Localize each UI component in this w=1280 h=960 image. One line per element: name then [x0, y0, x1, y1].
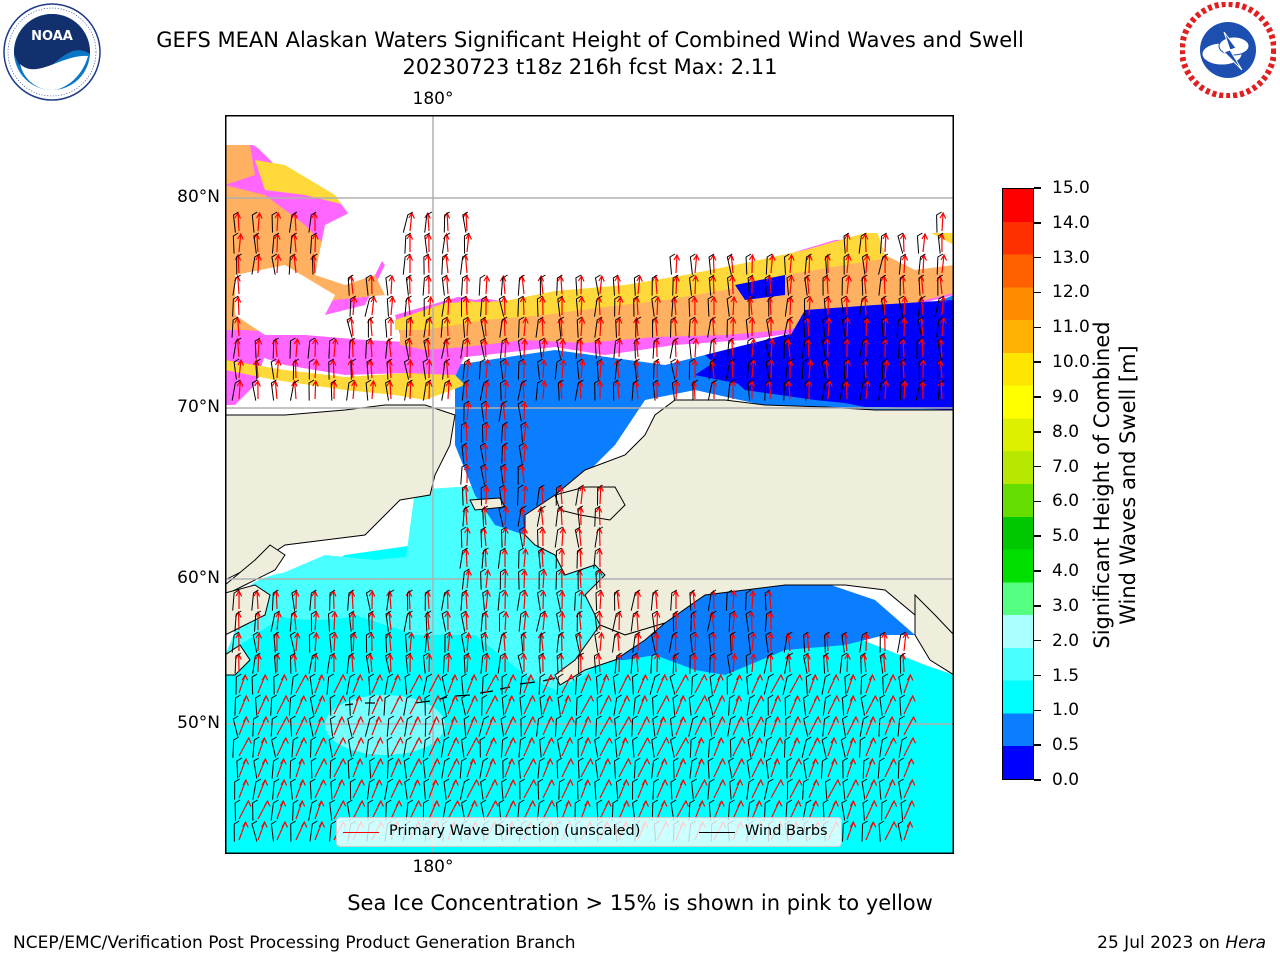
colorbar-tick-mark [1034, 222, 1041, 224]
footer-host: Hera [1225, 933, 1266, 953]
colorbar-tick-label: 1.5 [1052, 665, 1080, 686]
lat-label-60: 60°N [177, 568, 220, 588]
colorbar-tick-label: 10.0 [1052, 352, 1090, 373]
forecast-info: 20230723 t18z 216h fcst Max: 2.11 [402, 55, 778, 79]
footer-date: 25 Jul 2023 on Hera [1097, 933, 1266, 953]
colorbar-tick-mark [1034, 779, 1041, 781]
lat-label-80: 80°N [177, 187, 220, 207]
colorbar-tick-mark [1034, 465, 1041, 468]
colorbar-tick-label: 4.0 [1052, 561, 1080, 582]
map-plot [225, 115, 954, 854]
colorbar-tick-label: 13.0 [1052, 247, 1090, 268]
colorbar-tick-label: 15.0 [1052, 178, 1090, 198]
colorbar-tick-mark [1034, 570, 1041, 572]
colorbar-tick-label: 9.0 [1052, 386, 1080, 407]
colorbar-tick-label: 7.0 [1052, 456, 1080, 477]
lat-label-70: 70°N [177, 397, 220, 417]
colorbar [1002, 188, 1034, 780]
colorbar-tick-mark [1034, 291, 1041, 294]
colorbar-tick-label: 5.0 [1052, 526, 1080, 547]
wave-direction-arrows [233, 211, 948, 841]
sea-ice-note: Sea Ice Concentration > 15% is shown in … [347, 891, 933, 915]
colorbar-tick-label: 0.0 [1052, 770, 1080, 790]
colorbar-tick-label: 3.0 [1052, 595, 1080, 616]
noaa-logo-text: NOAA [31, 29, 73, 44]
noaa-logo: NOAA [3, 3, 101, 101]
wave-direction-legend-label: Primary Wave Direction (unscaled) [389, 823, 641, 839]
wave-direction-legend-swatch [343, 832, 379, 834]
land-alaska [524, 399, 954, 854]
wind-barbs [231, 211, 945, 842]
colorbar-tick-mark [1034, 396, 1041, 398]
colorbar-title-line2: Wind Waves and Swell [m] [1116, 345, 1140, 625]
colorbar-tick-mark [1034, 361, 1041, 363]
footer-date-text: 25 Jul 2023 on [1097, 933, 1226, 953]
gulf-of-alaska [595, 583, 915, 675]
colorbar-tick-mark [1034, 674, 1041, 677]
colorbar-tick-mark [1034, 535, 1041, 537]
colorbar-title-line1: Significant Height of Combined [1090, 321, 1114, 649]
nws-logo [1180, 2, 1276, 98]
wind-barbs-legend-label: Wind Barbs [745, 823, 828, 839]
colorbar-tick-mark [1034, 639, 1041, 642]
colorbar-tick-label: 1.0 [1052, 700, 1080, 721]
map-title: GEFS MEAN Alaskan Waters Significant Hei… [156, 28, 1024, 52]
colorbar-tick-label: 14.0 [1052, 212, 1090, 233]
colorbar-tick-label: 0.5 [1052, 735, 1080, 756]
lat-label-50: 50°N [177, 713, 220, 733]
colorbar-tick-label: 2.0 [1052, 630, 1080, 651]
colorbar-tick-mark [1034, 744, 1041, 746]
colorbar-tick-label: 8.0 [1052, 421, 1080, 442]
colorbar-tick-mark [1034, 187, 1041, 189]
colorbar-tick-mark [1034, 709, 1041, 712]
colorbar-tick-mark [1034, 500, 1041, 503]
colorbar-tick-mark [1034, 605, 1041, 607]
lon-label-top: 180° [412, 89, 454, 109]
wind-barbs-legend-swatch [699, 832, 735, 834]
colorbar-tick-label: 12.0 [1052, 282, 1090, 303]
colorbar-tick-mark [1034, 256, 1041, 259]
colorbar-tick-mark [1034, 431, 1041, 433]
colorbar-tick-label: 6.0 [1052, 491, 1080, 512]
colorbar-tick-mark [1034, 326, 1041, 329]
footer-credit: NCEP/EMC/Verification Post Processing Pr… [13, 933, 576, 953]
lon-label-bottom: 180° [412, 857, 454, 877]
colorbar-tick-label: 11.0 [1052, 317, 1090, 338]
colorbar-title: Significant Height of Combined Wind Wave… [1089, 275, 1141, 695]
map-legend: Primary Wave Direction (unscaled) Wind B… [336, 817, 842, 847]
